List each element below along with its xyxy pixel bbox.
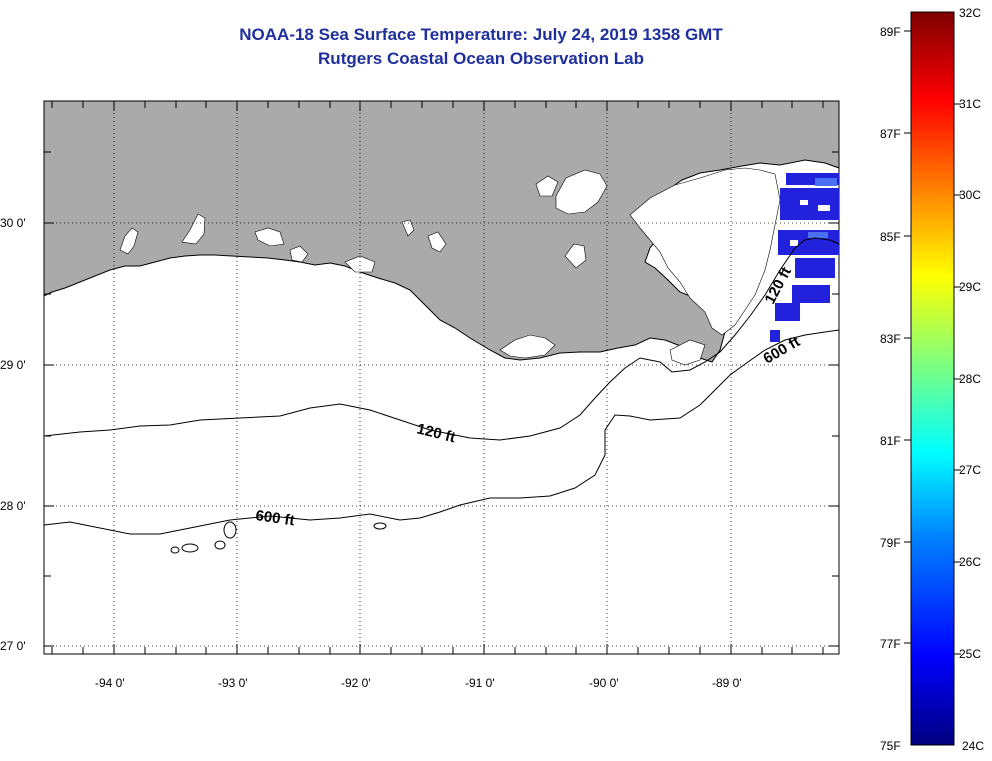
map-title: NOAA-18 Sea Surface Temperature: July 24… xyxy=(239,25,723,44)
axis-ticks xyxy=(44,101,839,654)
colorbar-label-c: 24C xyxy=(962,739,984,753)
sst-pixels xyxy=(770,173,839,342)
lon-label: -90 0' xyxy=(589,676,619,690)
colorbar-label-f: 83F xyxy=(880,332,901,346)
graticule xyxy=(44,101,839,654)
lakes-cloud-patches xyxy=(119,167,781,366)
sst-pixels-light xyxy=(808,178,837,238)
lon-label: -93 0' xyxy=(218,676,248,690)
lat-label: 27 0' xyxy=(0,639,26,653)
colorbar-label-c: 32C xyxy=(959,6,981,20)
colorbar-ticks xyxy=(904,30,961,655)
sst-gaps xyxy=(790,200,830,246)
colorbar-label-f: 77F xyxy=(880,637,901,651)
colorbar-label-f: 81F xyxy=(880,434,901,448)
map-subtitle: Rutgers Coastal Ocean Observation Lab xyxy=(318,49,644,68)
colorbar-label-f: 87F xyxy=(880,127,901,141)
colorbar-label-c: 25C xyxy=(959,647,981,661)
colorbar-label-f: 85F xyxy=(880,230,901,244)
lon-label: -91 0' xyxy=(465,676,495,690)
lat-label: 28 0' xyxy=(0,499,26,513)
colorbar-label-c: 29C xyxy=(959,280,981,294)
colorbar-gradient xyxy=(910,11,955,746)
colorbar-label-c: 27C xyxy=(959,463,981,477)
colorbar-label-f: 79F xyxy=(880,536,901,550)
lon-label: -94 0' xyxy=(95,676,125,690)
depth-contours xyxy=(43,237,840,554)
contour-label-600ft: 600 ft xyxy=(254,507,295,529)
colorbar-label-f: 89F xyxy=(880,25,901,39)
colorbar-label-c: 31C xyxy=(959,97,981,111)
colorbar-label-c: 30C xyxy=(959,188,981,202)
lon-label: -92 0' xyxy=(341,676,371,690)
colorbar-label-f: 75F xyxy=(880,739,901,753)
colorbar-label-c: 28C xyxy=(959,372,981,386)
lat-label: 29 0' xyxy=(0,358,26,372)
colorbar-label-c: 26C xyxy=(959,555,981,569)
lon-label: -89 0' xyxy=(712,676,742,690)
lat-label: 30 0' xyxy=(0,216,26,230)
